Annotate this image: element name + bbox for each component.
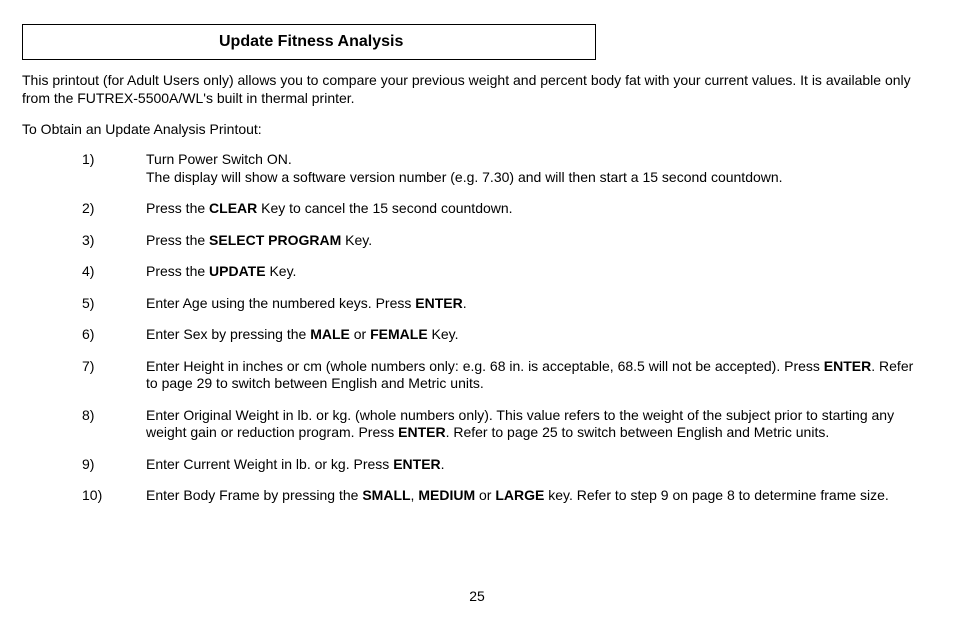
step-row: 7)Enter Height in inches or cm (whole nu… [82, 358, 926, 393]
text: The display will show a software version… [146, 169, 783, 185]
bold-text: MEDIUM [418, 487, 475, 503]
step-row: 9)Enter Current Weight in lb. or kg. Pre… [82, 456, 926, 474]
step-number: 9) [82, 456, 146, 474]
step-row: 4)Press the UPDATE Key. [82, 263, 926, 281]
title-box: Update Fitness Analysis [22, 24, 596, 60]
step-row: 1)Turn Power Switch ON. The display will … [82, 151, 926, 186]
step-body: Press the CLEAR Key to cancel the 15 sec… [146, 200, 926, 218]
step-body: Enter Sex by pressing the MALE or FEMALE… [146, 326, 926, 344]
bold-text: SMALL [362, 487, 410, 503]
step-number: 10) [82, 487, 146, 505]
step-number: 6) [82, 326, 146, 344]
bold-text: MALE [310, 326, 350, 342]
step-body: Press the SELECT PROGRAM Key. [146, 232, 926, 250]
step-row: 10)Enter Body Frame by pressing the SMAL… [82, 487, 926, 505]
text: Press the [146, 232, 209, 248]
steps-list: 1)Turn Power Switch ON. The display will … [22, 151, 932, 505]
bold-text: UPDATE [209, 263, 266, 279]
step-body: Enter Body Frame by pressing the SMALL, … [146, 487, 926, 505]
step-body: Enter Height in inches or cm (whole numb… [146, 358, 926, 393]
text: or [475, 487, 495, 503]
step-number: 3) [82, 232, 146, 250]
step-number: 5) [82, 295, 146, 313]
intro-paragraph: This printout (for Adult Users only) all… [22, 72, 932, 107]
text: Key. [341, 232, 372, 248]
subhead: To Obtain an Update Analysis Printout: [22, 121, 932, 137]
text: Turn Power Switch ON. [146, 151, 292, 167]
step-body: Enter Age using the numbered keys. Press… [146, 295, 926, 313]
step-number: 2) [82, 200, 146, 218]
step-row: 8)Enter Original Weight in lb. or kg. (w… [82, 407, 926, 442]
text: . Refer to page 25 to switch between Eng… [446, 424, 830, 440]
step-body: Enter Current Weight in lb. or kg. Press… [146, 456, 926, 474]
step-number: 4) [82, 263, 146, 281]
step-number: 7) [82, 358, 146, 393]
bold-text: SELECT PROGRAM [209, 232, 341, 248]
bold-text: ENTER [824, 358, 871, 374]
text: Press the [146, 263, 209, 279]
text: Enter Body Frame by pressing the [146, 487, 362, 503]
text: or [350, 326, 370, 342]
step-number: 8) [82, 407, 146, 442]
step-row: 3)Press the SELECT PROGRAM Key. [82, 232, 926, 250]
title-text: Update Fitness Analysis [23, 33, 403, 51]
step-body: Turn Power Switch ON. The display will sh… [146, 151, 926, 186]
text: Enter Current Weight in lb. or kg. Press [146, 456, 393, 472]
bold-text: FEMALE [370, 326, 428, 342]
bold-text: ENTER [398, 424, 445, 440]
text: key. Refer to step 9 on page 8 to determ… [544, 487, 888, 503]
text: Key. [428, 326, 459, 342]
step-row: 6)Enter Sex by pressing the MALE or FEMA… [82, 326, 926, 344]
document-page: Update Fitness Analysis This printout (f… [0, 0, 954, 618]
page-number: 25 [0, 588, 954, 604]
text: . [441, 456, 445, 472]
step-row: 2)Press the CLEAR Key to cancel the 15 s… [82, 200, 926, 218]
step-body: Enter Original Weight in lb. or kg. (who… [146, 407, 926, 442]
bold-text: ENTER [415, 295, 462, 311]
text: Press the [146, 200, 209, 216]
bold-text: ENTER [393, 456, 440, 472]
text: Key. [266, 263, 297, 279]
bold-text: LARGE [495, 487, 544, 503]
text: Key to cancel the 15 second countdown. [257, 200, 512, 216]
text: Enter Age using the numbered keys. Press [146, 295, 415, 311]
text: Enter Sex by pressing the [146, 326, 310, 342]
step-body: Press the UPDATE Key. [146, 263, 926, 281]
text: . [463, 295, 467, 311]
text: Enter Height in inches or cm (whole numb… [146, 358, 824, 374]
bold-text: CLEAR [209, 200, 257, 216]
step-number: 1) [82, 151, 146, 186]
step-row: 5)Enter Age using the numbered keys. Pre… [82, 295, 926, 313]
